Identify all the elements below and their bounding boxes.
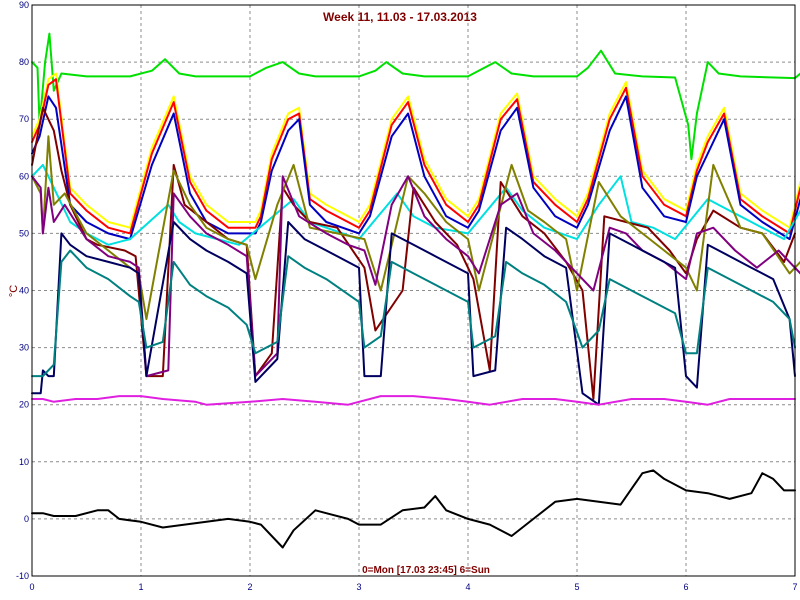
x-tick-label: 5 <box>574 582 579 592</box>
series-line-12 <box>31 469 796 549</box>
y-tick-label: 60 <box>19 171 29 181</box>
y-tick-label: 90 <box>19 0 29 10</box>
y-tick-label: 70 <box>19 114 29 124</box>
series-lines <box>31 32 800 549</box>
y-tick-label: 80 <box>19 57 29 67</box>
x-tick-label: 0 <box>29 582 34 592</box>
x-tick-label: 2 <box>247 582 252 592</box>
y-tick-label: 10 <box>19 457 29 467</box>
y-tick-label: 0 <box>24 514 29 524</box>
y-tick-label: -10 <box>16 571 29 581</box>
series-line-4 <box>31 95 800 241</box>
x-axis-caption: 0=Mon [17.03 23:45] 6=Sun <box>362 565 490 576</box>
x-tick-label: 7 <box>792 582 797 592</box>
y-tick-label: 30 <box>19 343 29 353</box>
x-tick-label: 4 <box>465 582 470 592</box>
x-tick-label: 1 <box>138 582 143 592</box>
y-axis-label: °C <box>8 285 20 297</box>
plot-frame <box>31 4 796 577</box>
series-line-5 <box>31 163 800 246</box>
series-line-9 <box>31 221 796 406</box>
y-tick-label: 40 <box>19 286 29 296</box>
series-line-3 <box>31 78 800 235</box>
chart-title: Week 11, 11.03 - 17.03.2013 <box>323 10 477 24</box>
x-tick-label: 3 <box>356 582 361 592</box>
series-line-10 <box>31 249 796 378</box>
series-line-11 <box>31 395 796 406</box>
y-tick-label: 20 <box>19 400 29 410</box>
x-tick-label: 6 <box>683 582 688 592</box>
series-line-1 <box>31 32 800 161</box>
y-tick-label: 50 <box>19 228 29 238</box>
series-line-2 <box>31 72 800 229</box>
series-line-7 <box>31 135 800 321</box>
grid <box>32 5 795 576</box>
series-line-6 <box>31 106 796 400</box>
